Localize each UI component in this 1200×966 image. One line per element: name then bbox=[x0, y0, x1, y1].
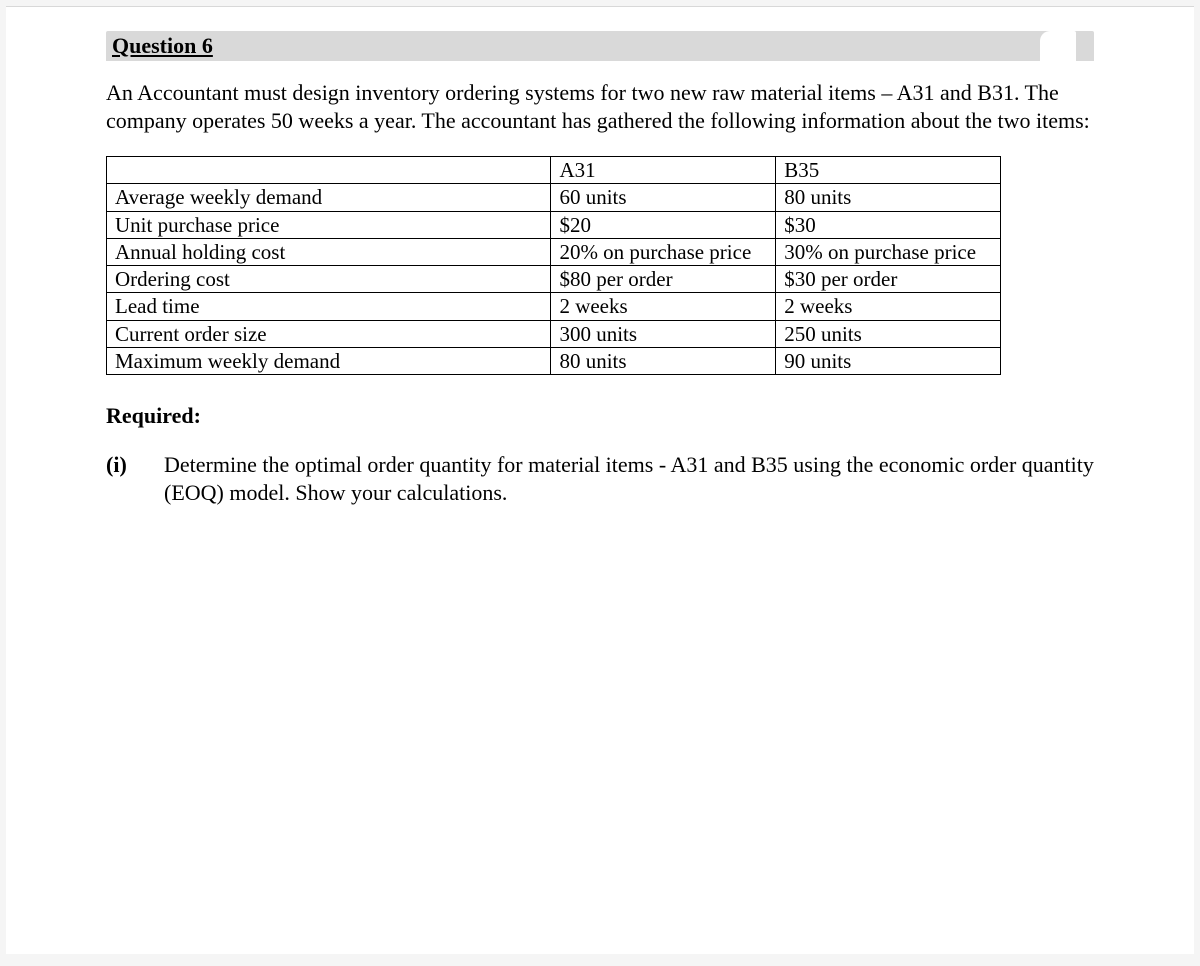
table-cell-label: Current order size bbox=[107, 320, 551, 347]
table-row: Average weekly demand 60 units 80 units bbox=[107, 184, 1001, 211]
required-heading: Required: bbox=[106, 403, 1094, 429]
table-row: Annual holding cost 20% on purchase pric… bbox=[107, 238, 1001, 265]
table-cell-label: Unit purchase price bbox=[107, 211, 551, 238]
table-cell-label: Ordering cost bbox=[107, 266, 551, 293]
table-cell: 90 units bbox=[776, 347, 1001, 374]
table-cell: $80 per order bbox=[551, 266, 776, 293]
document-page: Question 6 An Accountant must design inv… bbox=[6, 6, 1194, 954]
table-cell-label: Lead time bbox=[107, 293, 551, 320]
table-cell-label: Annual holding cost bbox=[107, 238, 551, 265]
table-cell: 30% on purchase price bbox=[776, 238, 1001, 265]
table-head-b35: B35 bbox=[776, 157, 1001, 184]
table-cell: 2 weeks bbox=[551, 293, 776, 320]
table-row: A31 B35 bbox=[107, 157, 1001, 184]
table-head-a31: A31 bbox=[551, 157, 776, 184]
table-row: Current order size 300 units 250 units bbox=[107, 320, 1001, 347]
table-cell-blank bbox=[107, 157, 551, 184]
table-row: Unit purchase price $20 $30 bbox=[107, 211, 1001, 238]
content-area: Question 6 An Accountant must design inv… bbox=[6, 31, 1194, 507]
table-cell: $30 bbox=[776, 211, 1001, 238]
question-header: Question 6 bbox=[106, 31, 1094, 61]
table-row: Maximum weekly demand 80 units 90 units bbox=[107, 347, 1001, 374]
table-cell: 2 weeks bbox=[776, 293, 1001, 320]
table-cell: 300 units bbox=[551, 320, 776, 347]
table-cell: 80 units bbox=[776, 184, 1001, 211]
table-cell-label: Average weekly demand bbox=[107, 184, 551, 211]
table-cell: 80 units bbox=[551, 347, 776, 374]
question-title: Question 6 bbox=[112, 33, 213, 58]
requirement-item: (i) Determine the optimal order quantity… bbox=[106, 451, 1094, 507]
data-table: A31 B35 Average weekly demand 60 units 8… bbox=[106, 156, 1001, 375]
table-cell: 250 units bbox=[776, 320, 1001, 347]
intro-paragraph: An Accountant must design inventory orde… bbox=[106, 79, 1094, 134]
requirement-text: Determine the optimal order quantity for… bbox=[164, 451, 1094, 507]
table-cell: $20 bbox=[551, 211, 776, 238]
table-cell: 20% on purchase price bbox=[551, 238, 776, 265]
requirement-marker: (i) bbox=[106, 451, 164, 507]
table-cell-label: Maximum weekly demand bbox=[107, 347, 551, 374]
table-row: Ordering cost $80 per order $30 per orde… bbox=[107, 266, 1001, 293]
table-row: Lead time 2 weeks 2 weeks bbox=[107, 293, 1001, 320]
table-cell: 60 units bbox=[551, 184, 776, 211]
table-cell: $30 per order bbox=[776, 266, 1001, 293]
